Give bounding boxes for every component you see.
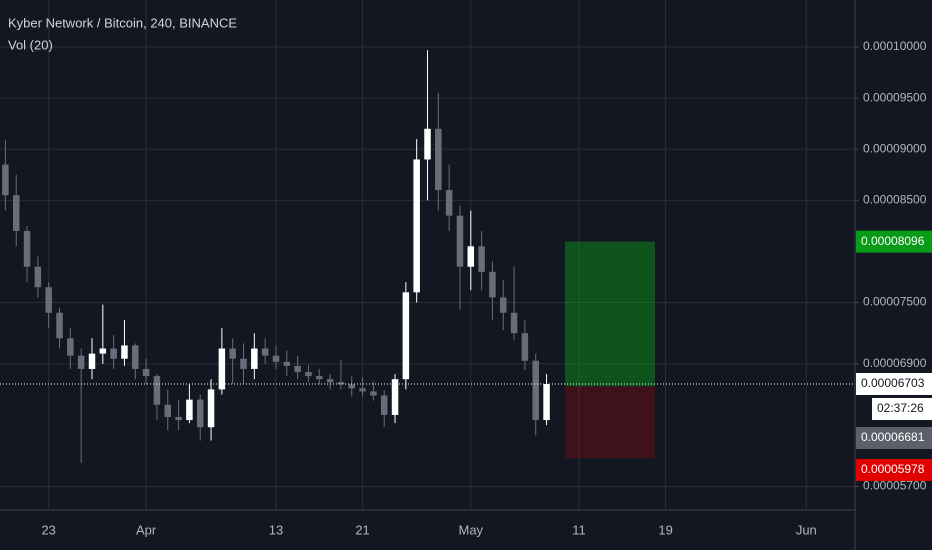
candle-body <box>402 292 410 380</box>
candle-body <box>164 404 171 417</box>
candle-body <box>34 266 42 288</box>
candle-body <box>359 388 366 392</box>
last-price-label-box <box>856 372 932 395</box>
candle-body <box>380 395 388 415</box>
x-tick-label: Apr <box>136 522 157 537</box>
target-price-label: 0.00008096 <box>861 234 925 248</box>
y-tick-label: 0.00007500 <box>863 295 927 309</box>
candle-body <box>435 128 442 191</box>
candle-body <box>175 416 182 421</box>
candle-body <box>316 376 323 380</box>
candle-body <box>294 365 301 373</box>
candle-body <box>391 379 399 415</box>
candle-body <box>261 348 269 356</box>
candle-body <box>12 195 20 231</box>
x-tick-label: 11 <box>572 522 586 537</box>
x-tick-label: Jun <box>796 522 817 537</box>
countdown: 02:37:26 <box>877 401 924 415</box>
y-tick-label: 0.00009000 <box>863 141 927 155</box>
target-price-label-box <box>856 230 932 253</box>
candle-body <box>99 348 107 354</box>
candle-body <box>326 379 334 383</box>
y-tick-label: 0.00008500 <box>863 192 927 206</box>
candle-body <box>196 399 204 428</box>
candle-body <box>132 345 139 369</box>
candle-body <box>153 376 161 405</box>
candle-body <box>88 353 96 369</box>
candle-body <box>521 333 529 361</box>
entry-price-label: 0.00006681 <box>861 430 925 444</box>
candle-body <box>543 383 550 421</box>
candle-body <box>489 271 496 298</box>
candle-body <box>272 355 280 362</box>
candle-body <box>445 190 453 216</box>
candle-body <box>229 348 236 359</box>
grid <box>0 0 855 510</box>
last-price-label: 0.00006703 <box>861 376 925 390</box>
candle-body <box>305 372 312 377</box>
candle-body <box>413 159 420 293</box>
candle-body <box>424 128 431 160</box>
x-tick-label: 21 <box>355 522 369 537</box>
candle-body <box>510 312 518 334</box>
y-tick-label: 0.00010000 <box>863 39 927 53</box>
candle-body <box>456 215 464 267</box>
candle-body <box>370 391 377 396</box>
profit-zone <box>565 241 655 387</box>
axes: 23 Apr 13 21 May 11 19 Jun 0.00010000 0.00009500 0… <box>41 39 932 537</box>
x-tick-label: May <box>459 522 484 537</box>
y-tick-label: 0.00006900 <box>863 356 927 370</box>
chart-title: Kyber Network / Bitcoin, 240, BINANCE <box>8 15 237 30</box>
candle-body <box>56 312 63 339</box>
candle-body <box>77 355 85 369</box>
candles <box>0 50 855 463</box>
candle-body <box>142 368 150 377</box>
position-tool <box>565 241 655 459</box>
candle-body <box>283 361 291 366</box>
stop-price-label: 0.00005978 <box>861 462 925 476</box>
candle-body <box>110 348 117 359</box>
candle-body <box>240 358 247 369</box>
candle-body <box>348 384 355 389</box>
candle-body <box>467 246 475 267</box>
countdown-box <box>872 397 932 420</box>
candle-body <box>67 338 74 356</box>
candle-body <box>500 297 507 313</box>
x-tick-label: 19 <box>658 522 672 537</box>
candle-body <box>45 287 52 313</box>
loss-zone <box>565 386 655 459</box>
candle-body <box>186 399 193 421</box>
candle-body <box>337 382 345 385</box>
x-tick-label: 23 <box>41 522 55 537</box>
candle-body <box>207 389 215 428</box>
entry-price-label-box <box>856 426 932 449</box>
x-tick-label: 13 <box>269 522 283 537</box>
candle-body <box>532 360 539 421</box>
candle-body <box>23 230 31 267</box>
stop-price-label-box <box>856 458 932 481</box>
y-tick-label: 0.00005700 <box>863 479 927 493</box>
candle-body <box>478 246 485 272</box>
candle-body <box>218 348 226 390</box>
y-tick-label: 0.00009500 <box>863 90 927 104</box>
volume-label: Vol (20) <box>8 37 53 52</box>
candle-body <box>121 345 128 359</box>
candle-body <box>251 348 258 369</box>
candle-body <box>2 164 9 196</box>
